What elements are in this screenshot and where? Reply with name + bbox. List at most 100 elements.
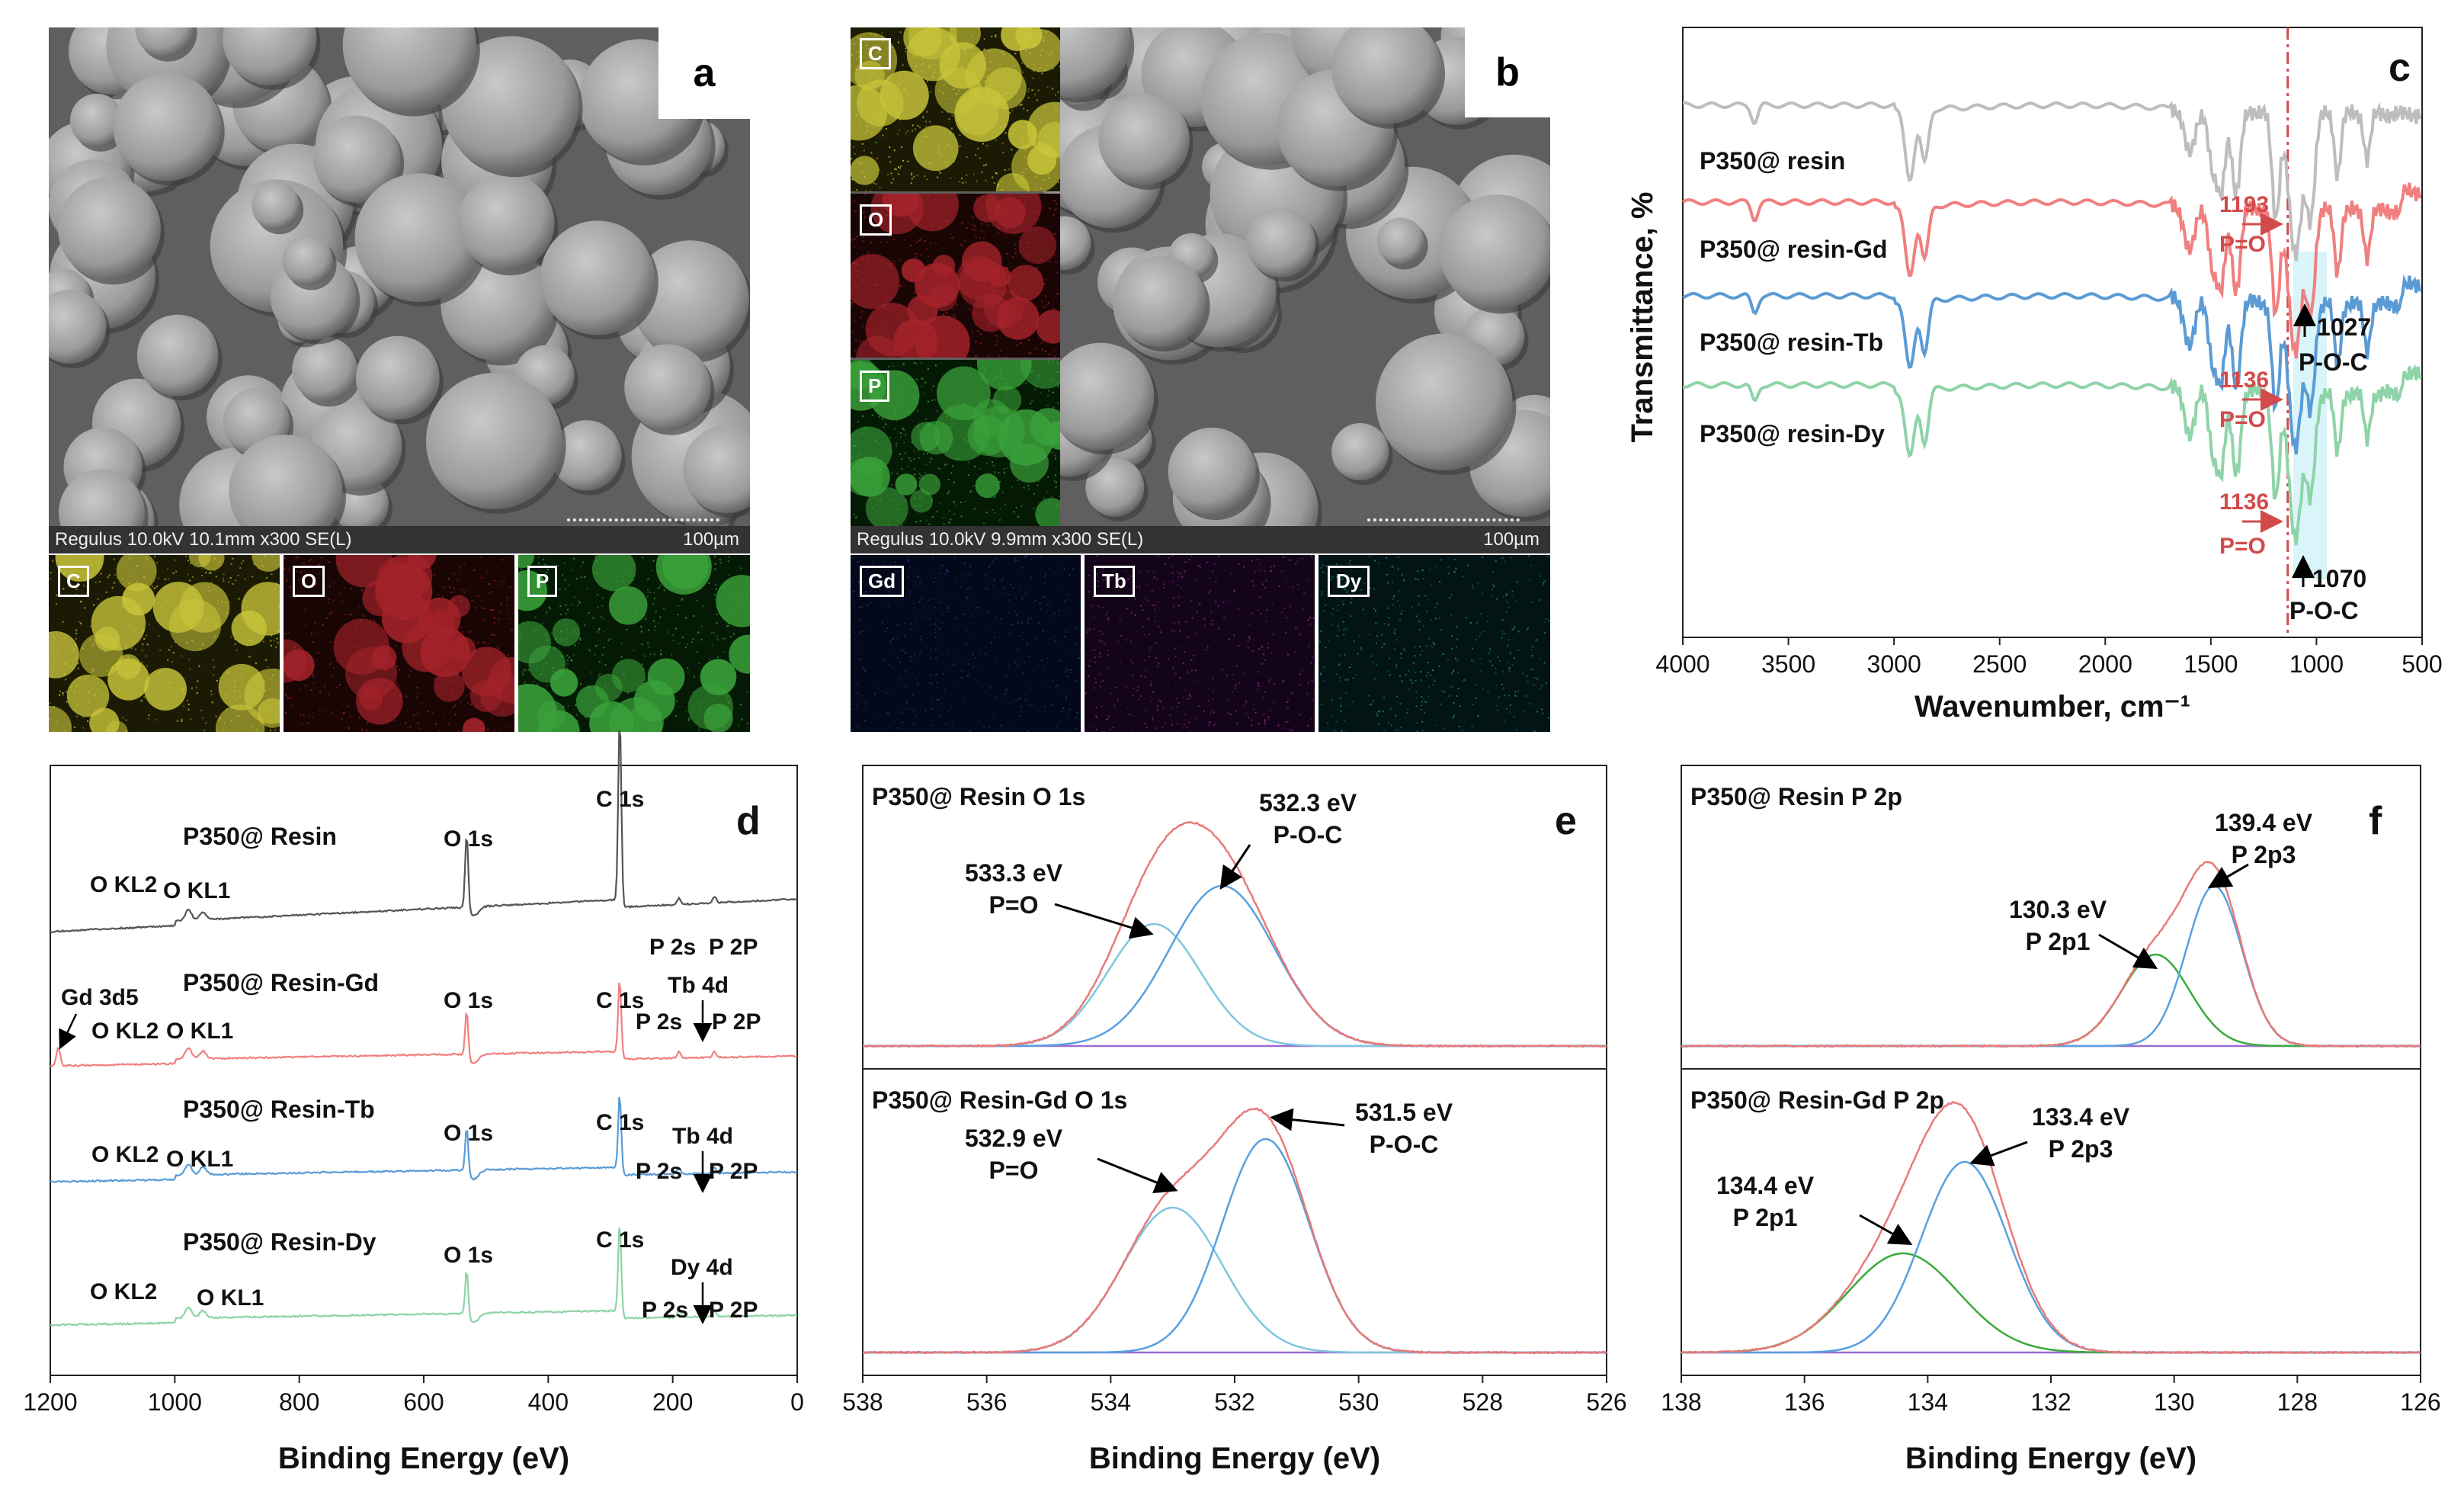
map-speck — [168, 682, 170, 685]
map-speck — [255, 663, 257, 665]
map-speck — [381, 641, 383, 643]
map-speck — [946, 163, 948, 165]
map-speck — [578, 637, 581, 640]
map-speck — [252, 576, 254, 578]
map-speck — [364, 681, 367, 683]
map-speck — [519, 636, 521, 638]
map-speck — [1025, 593, 1027, 595]
map-speck — [1272, 633, 1274, 635]
peak-arrow — [1969, 1141, 2028, 1166]
map-speck — [897, 166, 899, 168]
map-speck — [1390, 724, 1392, 727]
map-speck — [864, 217, 866, 219]
map-speck — [1531, 646, 1533, 648]
map-speck — [933, 50, 935, 52]
map-speck — [925, 135, 928, 137]
map-speck — [1035, 386, 1037, 388]
map-speck — [1337, 625, 1339, 627]
map-speck — [1408, 669, 1410, 672]
map-speck — [1319, 673, 1322, 675]
map-speck — [1099, 652, 1101, 654]
map-speck — [1143, 634, 1145, 636]
map-speck — [271, 556, 274, 558]
map-speck — [995, 172, 997, 174]
map-speck — [940, 703, 943, 705]
map-speck — [1415, 705, 1418, 707]
map-speck — [1036, 421, 1038, 423]
map-speck — [1055, 207, 1057, 210]
map-speck — [1032, 67, 1034, 69]
map-speck — [203, 561, 205, 563]
map-speck — [635, 608, 637, 610]
map-speck — [886, 374, 888, 376]
map-speck — [242, 560, 245, 562]
map-speck — [1037, 155, 1039, 157]
map-speck — [1533, 684, 1535, 686]
map-speck — [649, 653, 652, 655]
map-speck — [937, 144, 940, 146]
map-speck — [924, 146, 926, 148]
map-speck — [348, 614, 351, 616]
map-speck — [175, 570, 178, 573]
map-speck — [651, 570, 653, 572]
map-speck — [1041, 49, 1043, 51]
map-speck — [1428, 685, 1431, 688]
map-speck — [959, 398, 961, 400]
map-speck — [1101, 633, 1104, 635]
map-speck — [951, 721, 953, 724]
map-speck — [1395, 714, 1397, 717]
map-speck — [713, 594, 716, 596]
map-speck — [862, 325, 864, 327]
map-speck — [972, 666, 975, 669]
map-speck — [889, 265, 892, 267]
annotation-label: P-O-C — [2289, 597, 2359, 624]
map-speck — [963, 698, 966, 700]
map-speck — [1075, 717, 1078, 719]
map-speck — [1421, 701, 1423, 703]
map-speck — [362, 614, 364, 617]
map-speck — [1146, 582, 1149, 585]
map-speck — [448, 650, 450, 653]
map-blob — [1007, 265, 1044, 301]
map-speck — [992, 411, 994, 413]
map-speck — [1110, 692, 1112, 695]
map-speck — [888, 714, 890, 716]
sem-info-b: Regulus 10.0kV 9.9mm x300 SE(L) — [851, 526, 1550, 553]
map-speck — [902, 330, 904, 332]
map-speck — [1025, 121, 1027, 124]
map-speck — [533, 582, 535, 585]
map-speck — [892, 364, 894, 367]
map-speck — [546, 639, 549, 641]
map-speck — [90, 625, 92, 627]
map-speck — [1345, 692, 1347, 695]
map-speck — [951, 450, 953, 452]
map-speck — [597, 630, 599, 633]
map-speck — [1181, 727, 1184, 729]
map-speck — [901, 458, 903, 460]
map-speck — [380, 698, 382, 700]
map-speck — [309, 560, 311, 562]
map-speck — [1076, 711, 1078, 714]
map-speck — [952, 465, 954, 467]
map-speck — [1479, 612, 1482, 614]
map-speck — [75, 715, 78, 717]
map-speck — [912, 124, 914, 127]
map-speck — [1032, 234, 1034, 236]
map-speck — [934, 399, 937, 401]
map-speck — [1348, 666, 1351, 669]
map-speck — [187, 560, 190, 562]
map-speck — [1415, 577, 1417, 579]
map-speck — [1207, 687, 1210, 689]
map-speck — [985, 691, 988, 693]
map-speck — [1051, 451, 1053, 454]
map-speck — [941, 613, 944, 615]
map-speck — [1179, 573, 1181, 575]
map-speck — [874, 693, 876, 695]
map-speck — [1049, 53, 1051, 56]
map-speck — [1226, 674, 1228, 676]
map-speck — [1400, 613, 1402, 615]
map-speck — [1094, 661, 1096, 663]
map-speck — [1033, 63, 1035, 66]
map-speck — [885, 214, 887, 217]
map-speck — [209, 617, 211, 619]
